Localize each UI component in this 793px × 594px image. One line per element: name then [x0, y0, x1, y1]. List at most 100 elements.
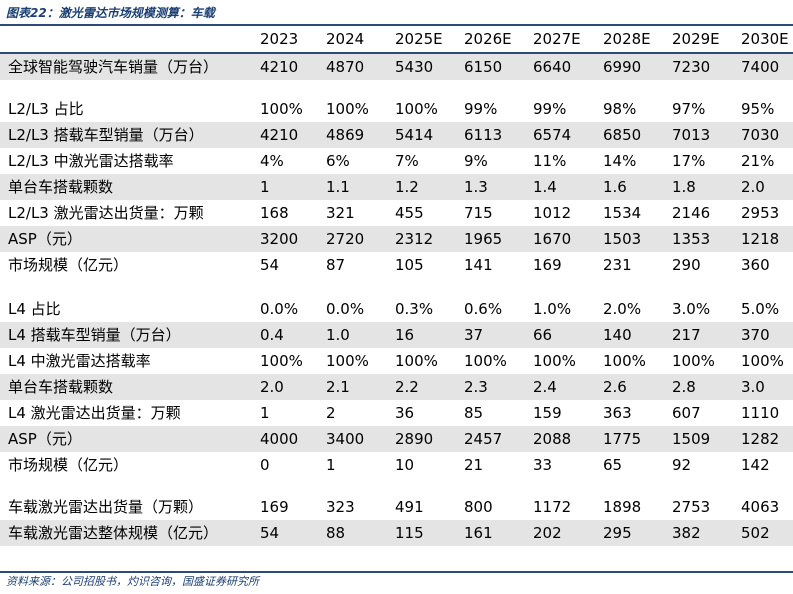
value-cell: 169 [260, 498, 289, 516]
header-corner [0, 26, 250, 54]
table-row: ASP（元） 3200 2720 2312 1965 1670 1503 1353 1218 [0, 226, 793, 252]
value-cell: 4063 [741, 498, 780, 516]
table-row: 单台车搭载颗数 2.0 2.1 2.2 2.3 2.4 2.6 2.8 3.0 [0, 374, 793, 400]
value-cell: 382 [662, 520, 731, 546]
value-cell: 115 [385, 520, 454, 546]
value-cell: 0.4 [250, 322, 316, 348]
row-label: 车载激光雷达整体规模（亿元） [0, 520, 250, 546]
value-cell: 66 [523, 322, 593, 348]
value-cell: 100% [464, 352, 507, 370]
table-row: L4 中激光雷达搭载率 100% 100% 100% 100% 100% 100% 100% 1… [0, 348, 793, 374]
value-cell: 1.2 [385, 174, 454, 200]
value-cell: 54 [260, 256, 280, 274]
value-cell: 2953 [741, 204, 780, 222]
row-label: L4 中激光雷达搭载率 [8, 352, 151, 370]
value-cell: 169 [533, 256, 562, 274]
row-label: ASP（元） [0, 426, 250, 452]
value-cell: 100% [672, 352, 715, 370]
value-cell: 142 [741, 456, 770, 474]
value-cell: 6850 [593, 122, 662, 148]
row-label: L2/L3 占比 [8, 100, 84, 118]
table-row: 全球智能驾驶汽车销量（万台） 4210 4870 5430 6150 6640 6990 72… [0, 53, 793, 80]
value-cell: 1.4 [523, 174, 593, 200]
value-cell: 1.0 [316, 322, 385, 348]
value-cell: 2890 [385, 426, 454, 452]
spacer-cell [0, 278, 793, 296]
value-cell: 10 [395, 456, 415, 474]
value-cell: 217 [662, 322, 731, 348]
value-cell: 11% [533, 152, 567, 170]
value-cell: 3.0% [672, 300, 711, 318]
value-cell: 1965 [454, 226, 523, 252]
value-cell: 65 [603, 456, 623, 474]
title-rule [0, 24, 793, 26]
year-header: 2026E [454, 26, 523, 54]
year-header: 2029E [662, 26, 731, 54]
row-label: 单台车搭载颗数 [0, 174, 250, 200]
value-cell: 2.2 [385, 374, 454, 400]
section-spacer [0, 80, 793, 96]
value-cell: 2720 [316, 226, 385, 252]
value-cell: 323 [326, 498, 355, 516]
row-label: L4 激光雷达出货量：万颗 [8, 404, 181, 422]
value-cell: 1 [250, 174, 316, 200]
value-cell: 16 [385, 322, 454, 348]
value-cell: 4000 [250, 426, 316, 452]
value-cell: 95% [741, 100, 775, 118]
value-cell: 168 [260, 204, 289, 222]
value-cell: 100% [395, 352, 438, 370]
value-cell: 1.0% [533, 300, 572, 318]
value-cell: 2146 [672, 204, 711, 222]
table-row: L2/L3 搭载车型销量（万台） 4210 4869 5414 6113 6574 6850… [0, 122, 793, 148]
value-cell: 0.3% [395, 300, 434, 318]
spacer-cell [0, 80, 793, 96]
value-cell: 295 [593, 520, 662, 546]
table-row: L2/L3 中激光雷达搭载率 4% 6% 7% 9% 11% 14% 17% 21% [0, 148, 793, 174]
value-cell: 7400 [731, 53, 793, 80]
table-row: 市场规模（亿元） 0 1 10 21 33 65 92 142 [0, 452, 793, 478]
value-cell: 6574 [523, 122, 593, 148]
year-header: 2024 [316, 26, 385, 54]
value-cell: 2.8 [662, 374, 731, 400]
value-cell: 1775 [593, 426, 662, 452]
value-cell: 2 [326, 404, 336, 422]
value-cell: 2.6 [593, 374, 662, 400]
value-cell: 1.6 [593, 174, 662, 200]
value-cell: 6113 [454, 122, 523, 148]
year-header: 2023 [250, 26, 316, 54]
value-cell: 21 [464, 456, 484, 474]
section-spacer [0, 478, 793, 494]
value-cell: 360 [741, 256, 770, 274]
value-cell: 100% [395, 100, 438, 118]
value-cell: 105 [395, 256, 424, 274]
value-cell: 161 [454, 520, 523, 546]
lidar-market-table: 2023 2024 2025E 2026E 2027E 2028E 2029E … [0, 26, 793, 546]
value-cell: 2.0 [250, 374, 316, 400]
value-cell: 1.1 [316, 174, 385, 200]
value-cell: 6990 [593, 53, 662, 80]
row-label: L4 占比 [8, 300, 61, 318]
row-label: 车载激光雷达出货量（万颗） [8, 498, 204, 516]
value-cell: 1503 [593, 226, 662, 252]
value-cell: 85 [464, 404, 484, 422]
value-cell: 290 [672, 256, 701, 274]
value-cell: 1.3 [454, 174, 523, 200]
value-cell: 1 [260, 404, 270, 422]
value-cell: 0.0% [326, 300, 365, 318]
value-cell: 1534 [603, 204, 642, 222]
value-cell: 0.6% [464, 300, 503, 318]
value-cell: 87 [326, 256, 346, 274]
value-cell: 1012 [533, 204, 572, 222]
table-row: 单台车搭载颗数 1 1.1 1.2 1.3 1.4 1.6 1.8 2.0 [0, 174, 793, 200]
value-cell: 9% [464, 152, 488, 170]
value-cell: 100% [533, 352, 576, 370]
value-cell: 2753 [672, 498, 711, 516]
value-cell: 100% [741, 352, 784, 370]
value-cell: 491 [395, 498, 424, 516]
year-header: 2028E [593, 26, 662, 54]
value-cell: 4870 [316, 53, 385, 80]
value-cell: 2.0 [731, 174, 793, 200]
value-cell: 4869 [316, 122, 385, 148]
value-cell: 3400 [316, 426, 385, 452]
table-row: 车载激光雷达整体规模（亿元） 54 88 115 161 202 295 382 502 [0, 520, 793, 546]
